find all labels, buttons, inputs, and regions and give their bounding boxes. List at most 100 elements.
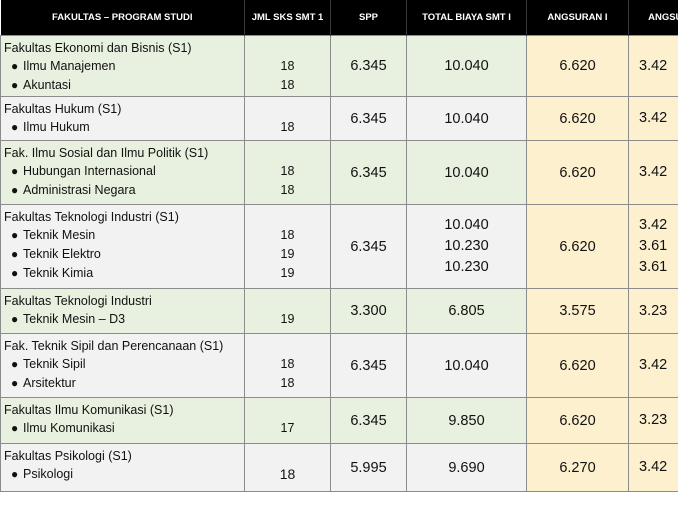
sks-cell: 17 — [244, 397, 331, 444]
program-item: ● Akuntasi — [1, 76, 244, 95]
spp-value: 6.345 — [330, 35, 407, 97]
bullet-icon: ● — [11, 467, 19, 481]
angsuran-2-value: 3.23 — [628, 288, 678, 334]
angsuran-2-value: 3.61 — [639, 238, 668, 254]
faculty-cell: Fak. Ilmu Sosial dan Ilmu Politik (S1) ●… — [0, 140, 245, 205]
header-angsuran-1: ANGSURAN I — [526, 0, 629, 36]
sks-cell: 18 19 19 — [244, 204, 331, 289]
program-item: ● Teknik Kimia — [1, 264, 244, 283]
program-item: ● Arsitektur — [1, 374, 244, 393]
faculty-cell: Fakultas Teknologi Industri (S1) ● Teknik… — [0, 204, 245, 289]
angsuran-1-value: 6.620 — [526, 204, 629, 289]
table-row: Fakultas Psikologi (S1) ● Psikologi 18 5.… — [0, 443, 678, 492]
bullet-icon: ● — [11, 164, 19, 178]
program-item: ● Teknik Mesin — [1, 226, 244, 245]
faculty-name: Fakultas Psikologi (S1) — [4, 449, 132, 463]
header-total: TOTAL BIAYA SMT I — [406, 0, 527, 36]
total-value: 10.040 — [406, 140, 527, 205]
spp-value: 6.345 — [330, 204, 407, 289]
spp-value: 6.345 — [330, 96, 407, 141]
angsuran-1-value: 6.620 — [526, 333, 629, 398]
faculty-name: Fakultas Teknologi Industri (S1) — [4, 210, 179, 224]
spp-value: 6.345 — [330, 397, 407, 444]
angsuran-1-value: 6.620 — [526, 397, 629, 444]
faculty-name: Fakultas Teknologi Industri — [4, 294, 152, 308]
total-value: 10.040 — [406, 333, 527, 398]
sks-value: 19 — [280, 266, 295, 280]
header-angsuran-2: ANGSURAN II — [628, 0, 678, 36]
sks-value: 18 — [280, 376, 295, 390]
angsuran-1-value: 6.620 — [526, 140, 629, 205]
faculty-name: Fakultas Ilmu Komunikasi (S1) — [4, 403, 174, 417]
bullet-icon: ● — [11, 120, 19, 134]
sks-cell: 18 18 — [244, 140, 331, 205]
table-row: Fak. Teknik Sipil dan Perencanaan (S1) ●… — [0, 333, 678, 398]
sks-value: 18 — [280, 78, 295, 92]
table-row: Fakultas Teknologi Industri ● Teknik Mesi… — [0, 288, 678, 334]
bullet-icon: ● — [11, 376, 19, 390]
program-item: ● Teknik Elektro — [1, 245, 244, 264]
faculty-cell: Fakultas Ilmu Komunikasi (S1) ● Ilmu Komu… — [0, 397, 245, 444]
bullet-icon: ● — [11, 357, 19, 371]
bullet-icon: ● — [11, 247, 19, 261]
program-item: ● Hubungan Internasional — [1, 162, 244, 181]
spp-value: 6.345 — [330, 140, 407, 205]
angsuran-1-value: 3.575 — [526, 288, 629, 334]
sks-value: 19 — [280, 312, 295, 326]
faculty-name: Fak. Teknik Sipil dan Perencanaan (S1) — [4, 339, 224, 353]
table-row: Fakultas Ekonomi dan Bisnis (S1) ● Ilmu M… — [0, 35, 678, 97]
angsuran-2-value: 3.42 — [628, 333, 678, 398]
header-row: FAKULTAS – PROGRAM STUDI JML SKS SMT 1 S… — [0, 0, 678, 36]
angsuran-2-value: 3.42 — [639, 217, 668, 233]
table-row: Fakultas Hukum (S1) ● Ilmu Hukum 18 6.345… — [0, 96, 678, 141]
sks-cell: 19 — [244, 288, 331, 334]
spp-value: 6.345 — [330, 333, 407, 398]
angsuran-2-value: 3.42 — [628, 140, 678, 205]
header-fakultas: FAKULTAS – PROGRAM STUDI — [0, 0, 245, 36]
total-value: 9.690 — [406, 443, 527, 492]
table-row: Fakultas Ilmu Komunikasi (S1) ● Ilmu Komu… — [0, 397, 678, 444]
faculty-cell: Fakultas Psikologi (S1) ● Psikologi — [0, 443, 245, 492]
total-value: 10.040 — [406, 35, 527, 97]
sks-cell: 18 — [244, 96, 331, 141]
sks-value: 18 — [280, 357, 295, 371]
header-sks: JML SKS SMT 1 — [244, 0, 331, 36]
faculty-name: Fak. Ilmu Sosial dan Ilmu Politik (S1) — [4, 146, 209, 160]
sks-value: 18 — [279, 466, 296, 482]
angsuran-2-value: 3.61 — [639, 259, 668, 275]
angsuran-2-value: 3.42 — [628, 35, 678, 97]
spp-value: 5.995 — [330, 443, 407, 492]
bullet-icon: ● — [11, 59, 19, 73]
program-item: ● Teknik Mesin – D3 — [1, 310, 244, 329]
bullet-icon: ● — [11, 183, 19, 197]
sks-cell: 18 — [244, 443, 331, 492]
sks-value: 18 — [280, 228, 295, 242]
faculty-cell: Fak. Teknik Sipil dan Perencanaan (S1) ●… — [0, 333, 245, 398]
table-row: Fakultas Teknologi Industri (S1) ● Teknik… — [0, 204, 678, 289]
sks-value: 18 — [280, 164, 295, 178]
bullet-icon: ● — [11, 78, 19, 92]
faculty-cell: Fakultas Ekonomi dan Bisnis (S1) ● Ilmu M… — [0, 35, 245, 97]
sks-value: 19 — [280, 247, 295, 261]
total-value: 10.040 — [406, 96, 527, 141]
program-item: ● Ilmu Komunikasi — [1, 419, 244, 438]
bullet-icon: ● — [11, 421, 19, 435]
bullet-icon: ● — [11, 312, 19, 326]
angsuran-1-value: 6.270 — [526, 443, 629, 492]
sks-value: 18 — [280, 59, 295, 73]
total-value: 10.230 — [444, 259, 489, 275]
angsuran-1-value: 6.620 — [526, 35, 629, 97]
faculty-cell: Fakultas Hukum (S1) ● Ilmu Hukum — [0, 96, 245, 141]
sks-value: 18 — [280, 183, 295, 197]
angsuran-1-value: 6.620 — [526, 96, 629, 141]
total-value: 10.230 — [444, 238, 489, 254]
angsuran-2-value: 3.42 — [628, 443, 678, 492]
program-item: ● Administrasi Negara — [1, 181, 244, 200]
program-item: ● Psikologi — [1, 465, 244, 484]
tuition-table: FAKULTAS – PROGRAM STUDI JML SKS SMT 1 S… — [0, 0, 678, 492]
table-row: Fak. Ilmu Sosial dan Ilmu Politik (S1) ●… — [0, 140, 678, 205]
total-value: 9.850 — [406, 397, 527, 444]
total-value: 6.805 — [406, 288, 527, 334]
faculty-name: Fakultas Ekonomi dan Bisnis (S1) — [4, 41, 192, 55]
sks-value: 18 — [280, 120, 295, 134]
